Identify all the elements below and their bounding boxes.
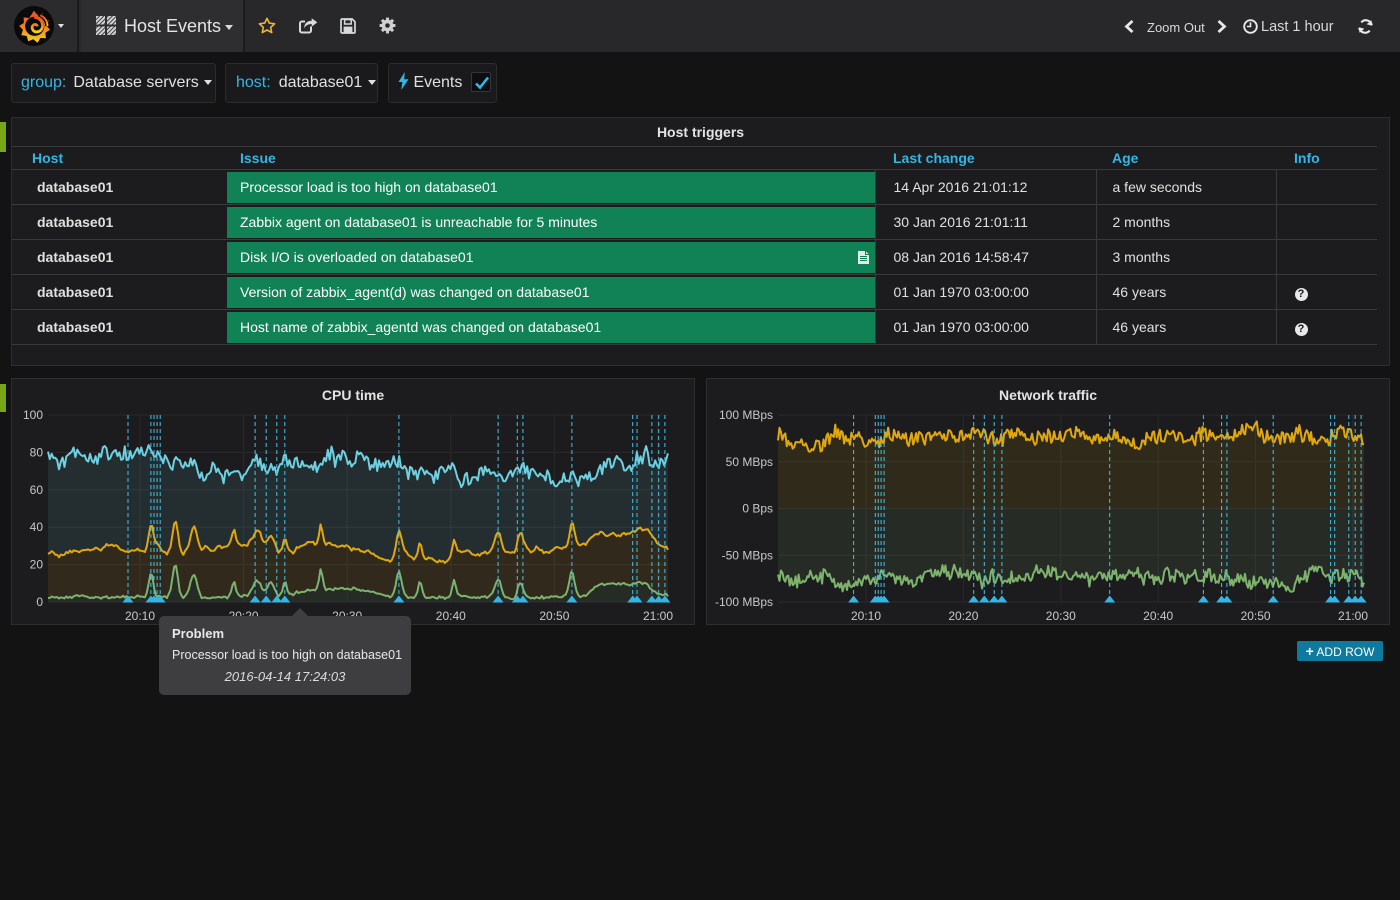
svg-text:60: 60: [30, 483, 44, 497]
svg-text:21:00: 21:00: [1338, 609, 1368, 623]
svg-text:21:00: 21:00: [643, 609, 673, 623]
svg-text:0: 0: [36, 595, 43, 609]
svg-text:50 MBps: 50 MBps: [726, 455, 773, 469]
svg-text:20: 20: [30, 558, 44, 572]
svg-text:100 MBps: 100 MBps: [719, 408, 773, 422]
svg-text:20:10: 20:10: [851, 609, 881, 623]
svg-text:20:30: 20:30: [1046, 609, 1076, 623]
svg-text:20:40: 20:40: [1143, 609, 1173, 623]
svg-text:-50 MBps: -50 MBps: [722, 548, 773, 562]
svg-text:0 Bps: 0 Bps: [742, 502, 773, 516]
svg-text:-100 MBps: -100 MBps: [715, 595, 773, 609]
svg-text:80: 80: [30, 445, 44, 459]
svg-text:40: 40: [30, 520, 44, 534]
svg-text:20:10: 20:10: [125, 609, 155, 623]
svg-text:20:50: 20:50: [1241, 609, 1271, 623]
svg-text:100: 100: [23, 408, 43, 422]
svg-text:20:40: 20:40: [436, 609, 466, 623]
svg-text:20:50: 20:50: [539, 609, 569, 623]
svg-text:20:20: 20:20: [948, 609, 978, 623]
